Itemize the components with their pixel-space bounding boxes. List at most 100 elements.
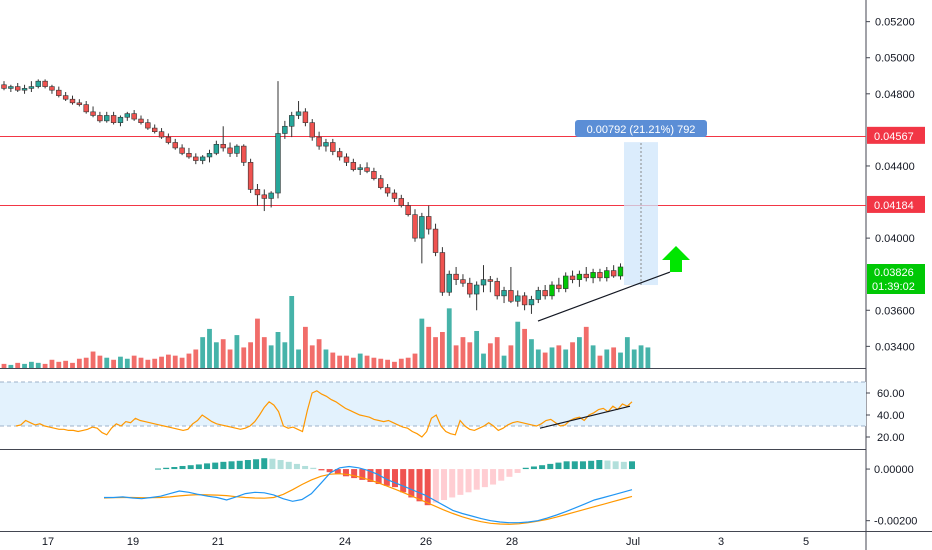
measure-label: 0.00792 (21.21%) 792 (587, 124, 696, 136)
candle-body (76, 102, 83, 105)
macd-histogram-bar (432, 469, 439, 503)
hline-price-tag-label: 0.04184 (874, 200, 914, 212)
rsi-band (0, 382, 866, 426)
candle-body (398, 198, 404, 206)
volume-bar (172, 355, 178, 368)
hline-price-tag (867, 195, 925, 213)
macd-histogram-bar (269, 458, 276, 470)
macd-histogram-bar (351, 469, 358, 479)
macd-histogram-bar (620, 461, 627, 470)
macd-histogram-bar (220, 461, 227, 470)
macd-histogram-bar (285, 461, 292, 470)
macd-histogram-bar (187, 465, 194, 470)
macd-pane (103, 458, 635, 525)
volume-bar (296, 349, 301, 368)
measure-tool[interactable]: 0.00792 (21.21%) 792 (575, 120, 707, 286)
macd-histogram-bar (604, 460, 611, 470)
volume-bar (412, 353, 418, 368)
macd-histogram-bar (171, 467, 178, 470)
price-trendline-segment (537, 271, 671, 322)
macd-histogram-bar (563, 461, 570, 470)
macd-histogram-bar (179, 465, 186, 470)
candle-body (117, 116, 124, 123)
candle-body (556, 284, 562, 289)
volume-bar (385, 359, 390, 368)
macd-histogram-bar (277, 460, 284, 470)
candle-body (590, 272, 596, 279)
candle-body (28, 86, 35, 89)
macd-histogram-bar (342, 469, 349, 477)
rsi-pane (0, 381, 866, 438)
volume-bar (604, 349, 610, 368)
candle-body (295, 111, 302, 116)
time-axis[interactable]: 17 19 21 24 26 28 Jul 3 5 (42, 536, 809, 548)
time-tick-label: 21 (212, 536, 224, 548)
candle-body (124, 113, 131, 118)
candle-body (97, 115, 103, 122)
candle-body (412, 214, 418, 239)
macd-histogram-bar (514, 469, 521, 473)
volume-bar (638, 345, 644, 368)
candle-body (49, 86, 55, 91)
volume-bar (29, 361, 34, 368)
volume-bar (63, 360, 69, 368)
volume-bar (508, 345, 514, 368)
macd-histogram-bar (293, 463, 300, 470)
macd-histogram-bar (383, 469, 390, 486)
volume-bar (255, 318, 260, 368)
candle-body (439, 252, 446, 293)
volume-bar (104, 357, 110, 368)
candle-body (350, 162, 357, 170)
candle-body (83, 104, 89, 113)
volume-bar (124, 358, 130, 368)
up-arrow-icon[interactable] (662, 246, 690, 272)
macd-histogram-bar (579, 461, 586, 470)
macd-histogram-bar (555, 462, 562, 470)
candle-body (220, 144, 226, 149)
volume-bar (213, 342, 219, 368)
macd-histogram-bar (539, 465, 546, 470)
countdown-label: 01:39:02 (872, 281, 915, 293)
candle-body (42, 80, 48, 87)
candle-body (384, 187, 391, 194)
price-trendline[interactable] (537, 271, 671, 322)
price-axis[interactable]: 0.05200 0.05000 0.04800 0.04400 0.04000 0.036… (866, 17, 917, 528)
candle-body (254, 189, 261, 196)
volume-bar (241, 347, 247, 368)
time-tick-label: 26 (420, 536, 432, 548)
volume-bar (426, 326, 432, 368)
candle-body (186, 153, 192, 158)
candle-body (206, 153, 213, 158)
horizontal-lines[interactable] (0, 136, 866, 206)
rsi-tick-label: 60.00 (877, 388, 905, 400)
rsi-trendline (539, 405, 631, 429)
current-price-label: 0.03826 (874, 267, 914, 279)
volume-bar (111, 359, 116, 368)
volume-bar (159, 356, 164, 368)
candle-body (15, 86, 21, 91)
candle-body (542, 290, 548, 297)
candle-body (569, 275, 576, 280)
macd-histogram-bar (392, 469, 398, 488)
candle-body (425, 216, 432, 230)
volume-bar (597, 355, 603, 368)
candle-body (597, 272, 603, 279)
volume-bar (166, 354, 171, 368)
volume-bars (1, 296, 651, 368)
candle-body (487, 279, 494, 282)
up-arrow-shape (662, 246, 690, 272)
candle-body (378, 178, 384, 188)
macd-histogram-bar (457, 469, 464, 495)
candle-body (473, 284, 480, 295)
macd-histogram-bar (465, 469, 472, 493)
volume-bar (248, 342, 253, 368)
volume-bar (207, 328, 212, 368)
macd-histogram-bar (334, 469, 341, 475)
candle-body (316, 136, 322, 147)
price-tick-label: 0.05200 (875, 17, 915, 29)
volume-bar (618, 352, 623, 368)
candle-body (247, 162, 254, 190)
volume-bar (56, 361, 62, 368)
